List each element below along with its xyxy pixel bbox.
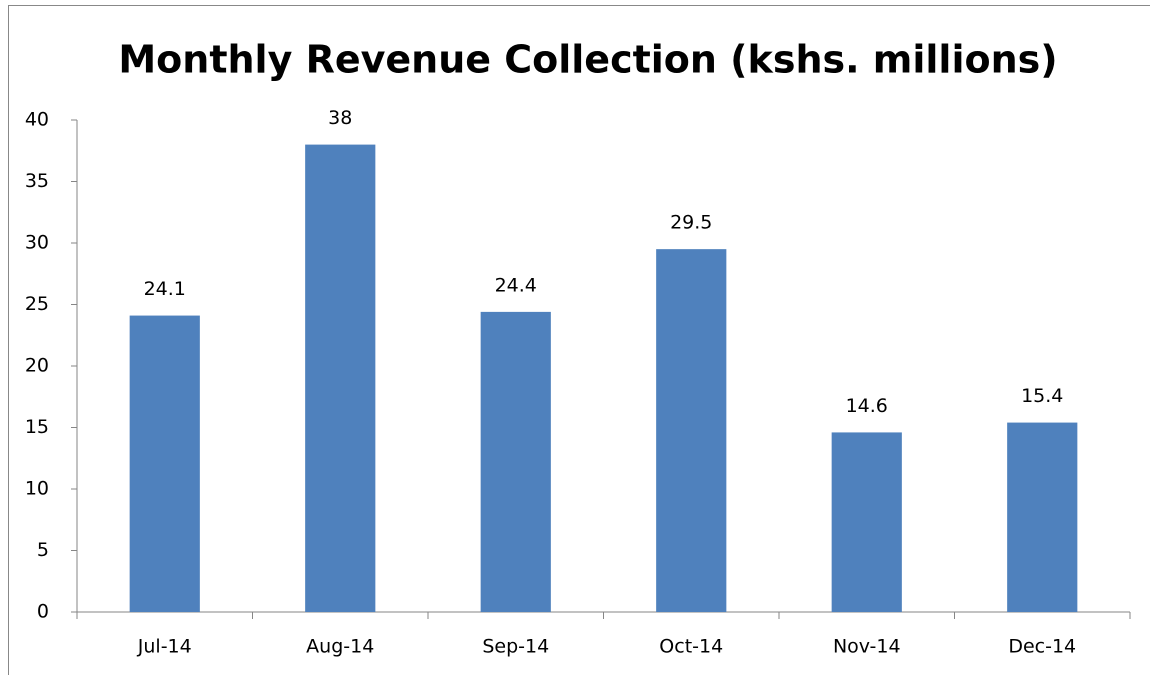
data-label: 14.6 (846, 395, 888, 417)
data-label: 15.4 (1021, 385, 1063, 407)
data-label: 24.1 (144, 278, 186, 300)
data-label: 38 (328, 107, 352, 129)
bar (656, 249, 726, 612)
x-tick-label: Aug-14 (306, 636, 374, 658)
y-tick-label: 25 (25, 293, 49, 315)
data-label: 29.5 (670, 212, 712, 234)
bar (1007, 423, 1077, 612)
y-tick-label: 35 (25, 170, 49, 192)
y-tick-label: 5 (37, 539, 49, 561)
y-tick-label: 0 (37, 601, 49, 623)
bar (305, 145, 375, 612)
y-tick-label: 15 (25, 416, 49, 438)
x-tick-label: Sep-14 (482, 636, 549, 658)
x-tick-label: Dec-14 (1008, 636, 1076, 658)
y-tick-label: 10 (25, 478, 49, 500)
x-tick-label: Jul-14 (137, 636, 192, 658)
bar (130, 316, 200, 612)
x-tick-label: Nov-14 (833, 636, 901, 658)
y-tick-label: 30 (25, 232, 49, 254)
y-tick-label: 40 (25, 109, 49, 131)
bar (481, 312, 551, 612)
bar (832, 432, 902, 612)
data-label: 24.4 (495, 274, 537, 296)
y-tick-label: 20 (25, 355, 49, 377)
x-tick-label: Oct-14 (659, 636, 723, 658)
chart-title: Monthly Revenue Collection (kshs. millio… (118, 38, 1057, 82)
